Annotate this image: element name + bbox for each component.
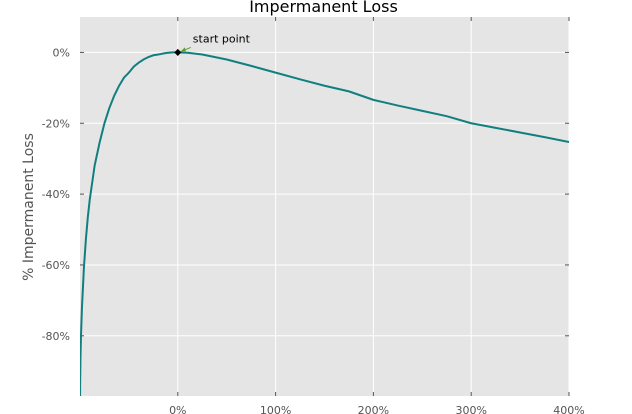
start-point-arrowhead — [180, 47, 186, 52]
y-tick-label: -40% — [42, 188, 70, 201]
x-tick-label: 400% — [553, 404, 584, 414]
start-point-label: start point — [193, 32, 251, 45]
x-tick-label: 300% — [455, 404, 486, 414]
x-tick-labels: 0% 100% 200% 300% 400% — [169, 404, 585, 414]
y-tick-label: -80% — [42, 330, 70, 343]
start-point-marker — [174, 48, 182, 56]
axis-ticks — [80, 17, 570, 396]
y-tick-label: -60% — [42, 259, 70, 272]
y-axis-label: % Impermanent Loss — [21, 133, 37, 281]
y-tick-labels: 0% -20% -40% -60% -80% — [42, 46, 70, 342]
start-point-annotation: start point — [174, 32, 251, 56]
y-tick-label: 0% — [53, 46, 70, 59]
plot-background — [80, 17, 569, 396]
series-line-impermanent-loss — [80, 51, 569, 396]
x-tick-label: 200% — [358, 404, 389, 414]
x-tick-label: 0% — [169, 404, 186, 414]
chart-title: Impermanent Loss — [249, 0, 398, 16]
grid-lines — [80, 17, 570, 396]
x-tick-label: 100% — [260, 404, 291, 414]
y-tick-label: -20% — [42, 117, 70, 130]
